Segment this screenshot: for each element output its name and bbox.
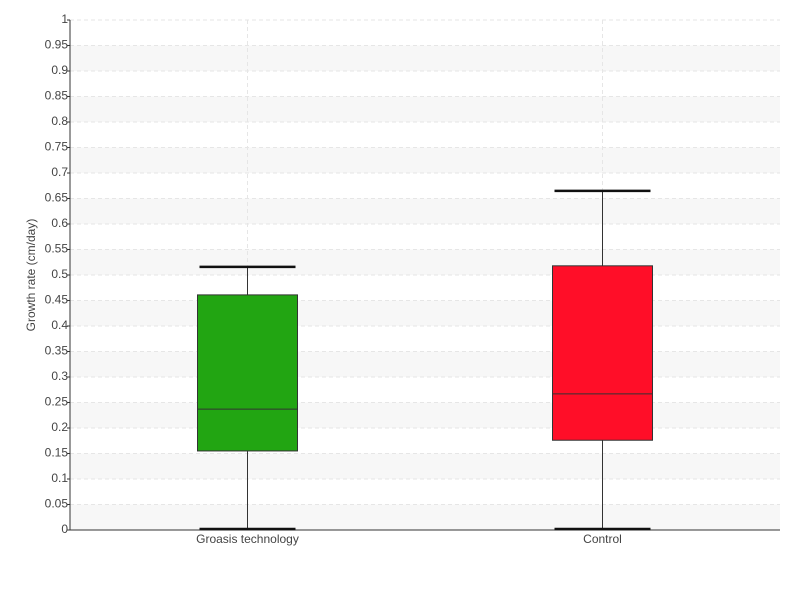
- y-tick-label: 0.9: [51, 63, 68, 77]
- x-tick-label: Control: [583, 532, 622, 546]
- y-tick-label: 0.15: [45, 446, 69, 460]
- grid-band: [70, 45, 780, 71]
- y-tick-label: 0.6: [51, 216, 68, 230]
- y-tick-label: 0.65: [45, 191, 69, 205]
- y-tick-label: 0.5: [51, 267, 68, 281]
- x-tick-label: Groasis technology: [196, 532, 299, 546]
- y-tick-label: 0.95: [45, 38, 69, 52]
- grid-band: [70, 198, 780, 224]
- grid-band: [70, 300, 780, 326]
- y-tick-label: 0: [61, 522, 68, 536]
- y-tick-label: 0.1: [51, 471, 68, 485]
- y-tick-label: 0.25: [45, 395, 69, 409]
- y-tick-label: 0.05: [45, 497, 69, 511]
- background-bands: [70, 45, 780, 530]
- box: [552, 265, 653, 441]
- grid-band: [70, 96, 780, 122]
- y-axis-label: Growth rate (cm/day): [24, 219, 38, 332]
- grid-band: [70, 351, 780, 377]
- y-tick-label: 0.2: [51, 420, 68, 434]
- y-tick-label: 0.7: [51, 165, 68, 179]
- grid-band: [70, 147, 780, 173]
- y-tick-label: 0.75: [45, 140, 69, 154]
- y-tick-label: 0.3: [51, 369, 68, 383]
- y-tick-label: 0.8: [51, 114, 68, 128]
- y-tick-label: 0.4: [51, 318, 68, 332]
- y-tick-label: 0.45: [45, 293, 69, 307]
- grid-band: [70, 402, 780, 428]
- box: [197, 294, 298, 452]
- y-tick-label: 0.85: [45, 89, 69, 103]
- y-tick-label: 1: [61, 12, 68, 26]
- y-tick-label: 0.55: [45, 242, 69, 256]
- grid-band: [70, 504, 780, 530]
- grid-band: [70, 453, 780, 479]
- grid-band: [70, 249, 780, 275]
- y-tick-label: 0.35: [45, 344, 69, 358]
